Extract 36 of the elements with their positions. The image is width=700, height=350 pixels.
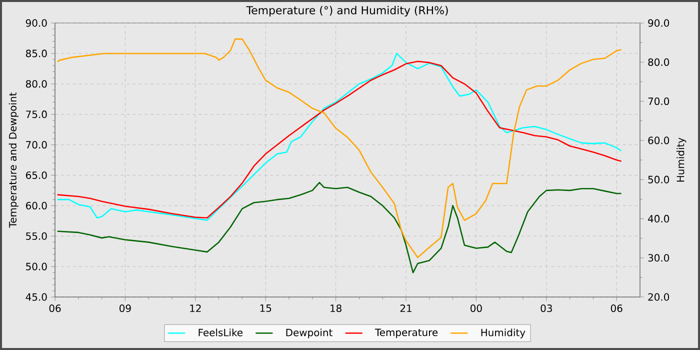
y-tick-label: 45.0 — [26, 293, 47, 301]
x-tick-label: 09 — [120, 304, 131, 312]
y-tick-label: 75.0 — [26, 110, 47, 118]
line-series — [56, 182, 622, 274]
x-tick-label: 06 — [49, 304, 61, 312]
x-tick-label: 12 — [190, 304, 201, 312]
x-tick-label: 00 — [470, 304, 482, 312]
y2-tick-label: 40.0 — [648, 214, 670, 222]
line-series — [56, 38, 622, 258]
y2-axis-title: Humidity — [676, 138, 686, 182]
y2-tick-label: 20.0 — [648, 293, 670, 301]
y2-tick-label: 70.0 — [648, 98, 670, 106]
chart-title: Temperature (°) and Humidity (RH%) — [246, 6, 448, 17]
x-tick-label: 15 — [260, 304, 272, 312]
legend-label: FeelsLike — [198, 328, 243, 336]
x-tick-label: 03 — [540, 304, 552, 312]
y-tick-label: 90.0 — [26, 19, 47, 27]
legend-label: Humidity — [481, 328, 526, 338]
y-tick-label: 80.0 — [26, 80, 47, 88]
y-tick-label: 55.0 — [26, 232, 47, 240]
y2-tick-label: 30.0 — [648, 254, 670, 262]
y-tick-label: 60.0 — [26, 202, 47, 210]
y-tick-label: 70.0 — [26, 141, 47, 149]
y-tick-label: 85.0 — [26, 50, 47, 58]
legend-label: Dewpoint — [286, 328, 332, 338]
y2-tick-label: 80.0 — [648, 58, 670, 66]
legend-label: Temperature — [374, 328, 438, 338]
y-tick-label: 65.0 — [26, 171, 47, 179]
x-tick-label: 06 — [610, 304, 622, 312]
y2-tick-label: 50.0 — [648, 176, 670, 184]
x-tick-label: 18 — [330, 304, 342, 312]
y-tick-label: 50.0 — [26, 262, 47, 270]
y-axis-title: Temperature and Dewpoint — [8, 92, 18, 228]
y2-tick-label: 60.0 — [648, 136, 670, 144]
x-tick-label: 21 — [400, 304, 412, 312]
y2-tick-label: 90.0 — [648, 19, 670, 27]
